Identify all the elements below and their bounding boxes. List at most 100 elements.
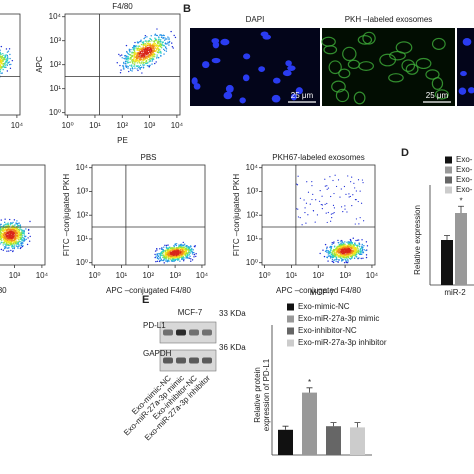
event — [331, 255, 333, 258]
event — [127, 55, 129, 58]
event — [143, 49, 145, 51]
event — [165, 246, 168, 248]
event — [168, 249, 170, 252]
event — [182, 260, 185, 262]
event — [138, 55, 140, 57]
event — [329, 255, 332, 257]
event — [143, 58, 145, 60]
x-tick-label: 10⁴ — [36, 271, 49, 280]
plot-frame — [0, 164, 46, 266]
event — [168, 247, 170, 249]
x-tick-label: 10² — [116, 121, 128, 130]
event — [142, 50, 144, 52]
event — [326, 185, 328, 187]
event — [184, 252, 187, 254]
event — [346, 248, 348, 250]
event — [149, 44, 151, 46]
event — [339, 196, 341, 198]
event — [175, 247, 178, 249]
event — [129, 56, 132, 59]
event — [148, 39, 150, 42]
event — [134, 59, 136, 61]
event — [16, 229, 19, 231]
event — [157, 47, 159, 49]
event — [184, 243, 186, 245]
event — [194, 246, 196, 248]
event — [158, 37, 160, 39]
event — [333, 259, 335, 262]
event — [330, 220, 332, 222]
event — [14, 234, 17, 236]
event — [158, 252, 160, 255]
size-label: 33 KDa — [219, 309, 246, 318]
scale-bar-label: 25 μm — [291, 91, 314, 100]
event — [5, 54, 7, 56]
event — [175, 254, 178, 257]
event — [2, 249, 4, 251]
nucleus — [458, 87, 467, 95]
event — [139, 64, 142, 67]
event — [325, 212, 327, 214]
nucleus — [220, 38, 230, 46]
event — [8, 63, 11, 66]
event — [326, 249, 328, 252]
event — [13, 229, 16, 231]
event — [10, 234, 12, 236]
event — [168, 38, 170, 41]
event — [20, 238, 22, 240]
event — [125, 57, 127, 59]
cell — [362, 31, 376, 45]
event — [351, 205, 353, 207]
event — [345, 256, 348, 259]
event — [126, 60, 128, 63]
event — [149, 43, 152, 45]
event — [119, 64, 121, 67]
event — [151, 46, 153, 49]
event — [157, 255, 159, 257]
event — [168, 44, 170, 46]
event — [181, 244, 183, 246]
event — [159, 44, 162, 46]
event — [2, 60, 4, 62]
event — [193, 254, 195, 256]
event — [12, 247, 14, 250]
event — [338, 249, 341, 252]
event — [180, 251, 182, 253]
event — [133, 49, 136, 51]
legend-label: Exo- — [456, 155, 473, 164]
event — [182, 256, 184, 259]
event — [20, 243, 22, 245]
event — [351, 243, 353, 245]
event — [362, 182, 364, 184]
event — [127, 59, 129, 61]
event — [337, 239, 339, 242]
event — [331, 242, 333, 244]
event — [0, 55, 2, 58]
event — [352, 194, 354, 196]
event — [8, 247, 10, 249]
event — [4, 218, 6, 220]
event — [297, 175, 299, 177]
event — [127, 62, 129, 64]
event — [346, 211, 348, 213]
event — [332, 242, 335, 244]
y-tick-label: 10² — [76, 210, 88, 219]
bar — [302, 392, 317, 455]
event — [318, 200, 321, 202]
event — [191, 253, 194, 255]
event — [120, 69, 122, 71]
event — [157, 50, 160, 52]
event — [11, 234, 14, 236]
event — [2, 237, 5, 240]
event — [162, 37, 164, 40]
event — [163, 246, 165, 248]
event — [333, 192, 335, 195]
event — [174, 248, 177, 250]
event — [332, 204, 335, 206]
event — [4, 66, 6, 69]
event — [165, 48, 168, 50]
event — [179, 260, 181, 262]
event — [346, 258, 348, 260]
event — [154, 256, 156, 259]
